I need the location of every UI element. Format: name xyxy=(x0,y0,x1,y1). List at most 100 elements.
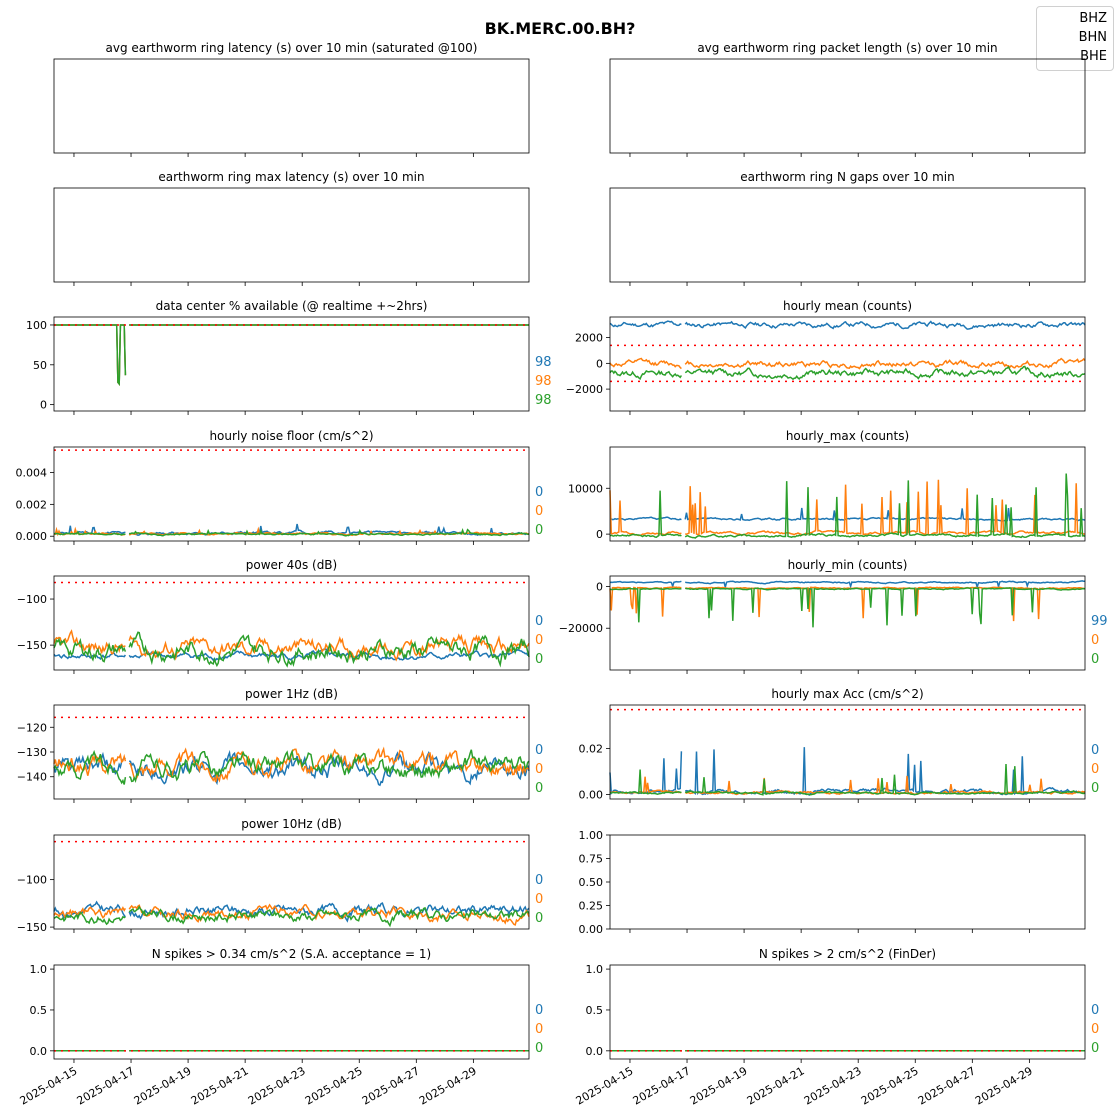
percent-label-bhe: 0 xyxy=(1091,781,1099,796)
series-line-bhe xyxy=(54,324,127,386)
chart-title: data center % available (@ realtime +~2h… xyxy=(156,299,428,313)
axes-frame xyxy=(53,58,530,154)
chart-title: power 40s (dB) xyxy=(246,558,337,572)
chart-title: earthworm ring max latency (s) over 10 m… xyxy=(158,170,424,184)
percent-label-bhz: 0 xyxy=(535,485,543,500)
x-tick-label: 2025-04-23 xyxy=(246,1064,308,1107)
y-tick-label: −2000 xyxy=(566,383,603,396)
y-tick-label: 0 xyxy=(40,399,47,412)
y-tick-label: 0.004 xyxy=(16,466,48,479)
legend-entry-bhz: BHZ xyxy=(1079,11,1107,26)
legend: BHZ BHN BHE xyxy=(1036,6,1114,71)
percent-label-bhn: 0 xyxy=(535,892,543,907)
x-tick-label: 2025-04-17 xyxy=(631,1064,693,1107)
chart-nspike2: N spikes > 2 cm/s^2 (FinDer) 0.0 0.5 1.0 202… xyxy=(574,947,1100,1108)
series-line-bhz xyxy=(609,516,682,521)
x-tick-label: 2025-04-21 xyxy=(745,1064,807,1107)
series-line-bhe xyxy=(53,530,126,536)
y-tick-label: 0 xyxy=(596,580,603,593)
series-line-bhn xyxy=(685,479,1085,536)
series-line-bhe xyxy=(128,631,530,668)
y-tick-label: −150 xyxy=(17,639,47,652)
series-line-bhn xyxy=(609,586,682,617)
chart-noise: hourly noise floor (cm/s^2) 0.000 0.002 0.0… xyxy=(16,429,543,545)
percent-label-bhn: 98 xyxy=(535,374,552,389)
percent-label-bhe: 0 xyxy=(535,781,543,796)
y-tick-label: 100 xyxy=(26,319,47,332)
axes-frame xyxy=(53,187,530,283)
axes-frame xyxy=(53,834,530,930)
y-tick-label: 10000 xyxy=(568,482,603,495)
y-tick-label: −150 xyxy=(17,921,47,934)
percent-label-bhe: 0 xyxy=(535,652,543,667)
series-line-bhe xyxy=(53,911,126,926)
y-tick-label: −100 xyxy=(17,874,47,887)
percent-label-bhz: 0 xyxy=(535,1003,543,1018)
x-tick-label: 2025-04-27 xyxy=(360,1064,422,1107)
series-line-bhn xyxy=(609,776,682,795)
percent-label-bhn: 0 xyxy=(535,504,543,519)
x-tick-label: 2025-04-19 xyxy=(688,1064,750,1107)
x-tick-label: 2025-04-15 xyxy=(18,1064,80,1107)
percent-label-bhn: 0 xyxy=(1091,1022,1099,1037)
chart-ngaps: earthworm ring N gaps over 10 min xyxy=(609,170,1086,286)
series-line-bhz xyxy=(128,902,530,923)
chart-title: avg earthworm ring packet length (s) ove… xyxy=(697,41,997,55)
y-tick-label: −130 xyxy=(17,746,47,759)
axes-frame xyxy=(53,316,530,412)
axes-frame xyxy=(609,964,1086,1060)
percent-label-bhn: 0 xyxy=(535,633,543,648)
series-line-bhz xyxy=(684,320,1086,330)
percent-label-bhz: 0 xyxy=(535,614,543,629)
axes-frame xyxy=(53,964,530,1060)
percent-label-bhn: 0 xyxy=(1091,762,1099,777)
y-tick-label: −100 xyxy=(17,593,47,606)
axes-frame xyxy=(53,446,530,542)
percent-label-bhe: 0 xyxy=(535,911,543,926)
x-tick-label: 2025-04-19 xyxy=(132,1064,194,1107)
y-tick-label: 0.75 xyxy=(579,853,604,866)
percent-label-bhz: 0 xyxy=(1091,743,1099,758)
axes-frame xyxy=(609,58,1086,154)
axes-frame xyxy=(609,575,1086,671)
series-line-bhz xyxy=(609,580,682,589)
series-line-bhe xyxy=(53,637,127,663)
percent-label-bhz: 0 xyxy=(1091,1003,1099,1018)
percent-label-bhe: 98 xyxy=(535,393,552,408)
y-tick-label: 1.00 xyxy=(579,829,604,842)
legend-entry-bhe: BHE xyxy=(1080,49,1107,64)
series-line-bhe xyxy=(609,490,682,538)
chart-p1hz: power 1Hz (dB) −140 −130 −120 0 0 0 xyxy=(17,687,543,803)
series-line-bhz xyxy=(53,652,127,661)
y-tick-label: 0 xyxy=(596,357,603,370)
series-line-bhz xyxy=(684,747,1086,796)
percent-label-bhz: 99 xyxy=(1091,614,1108,629)
percent-label-bhz: 98 xyxy=(535,355,552,370)
y-tick-label: 0.0 xyxy=(30,1045,48,1058)
x-tick-label: 2025-04-29 xyxy=(417,1064,479,1107)
y-tick-label: 0.002 xyxy=(16,498,48,511)
x-tick-label: 2025-04-27 xyxy=(916,1064,978,1107)
percent-label-bhe: 0 xyxy=(1091,652,1099,667)
chart-title: power 10Hz (dB) xyxy=(241,817,342,831)
chart-nspike034: N spikes > 0.34 cm/s^2 (S.A. acceptance … xyxy=(18,947,544,1108)
chart-title: hourly_max (counts) xyxy=(786,429,909,443)
chart-hmin: hourly_min (counts) −20000 0 99 0 0 xyxy=(559,558,1108,674)
y-tick-label: 2000 xyxy=(575,332,603,345)
series-line-bhn xyxy=(609,357,682,370)
percent-label-bhz: 0 xyxy=(535,743,543,758)
y-tick-label: 0.00 xyxy=(579,788,604,801)
series-line-bhe xyxy=(685,587,1086,628)
legend-entry-bhn: BHN xyxy=(1078,30,1107,45)
chart-title: hourly mean (counts) xyxy=(783,299,912,313)
chart-packet: avg earthworm ring packet length (s) ove… xyxy=(609,41,1086,157)
y-tick-label: 0.000 xyxy=(16,530,48,543)
y-tick-label: −20000 xyxy=(559,622,603,635)
series-line-bhz xyxy=(609,320,682,328)
chart-p10hz: power 10Hz (dB) −150 −100 0 0 0 xyxy=(17,817,544,934)
axes-frame xyxy=(609,834,1086,930)
series-line-bhe xyxy=(609,769,682,795)
percent-label-bhz: 0 xyxy=(535,873,543,888)
series-line-bhe xyxy=(53,749,127,785)
percent-label-bhn: 0 xyxy=(1091,633,1099,648)
